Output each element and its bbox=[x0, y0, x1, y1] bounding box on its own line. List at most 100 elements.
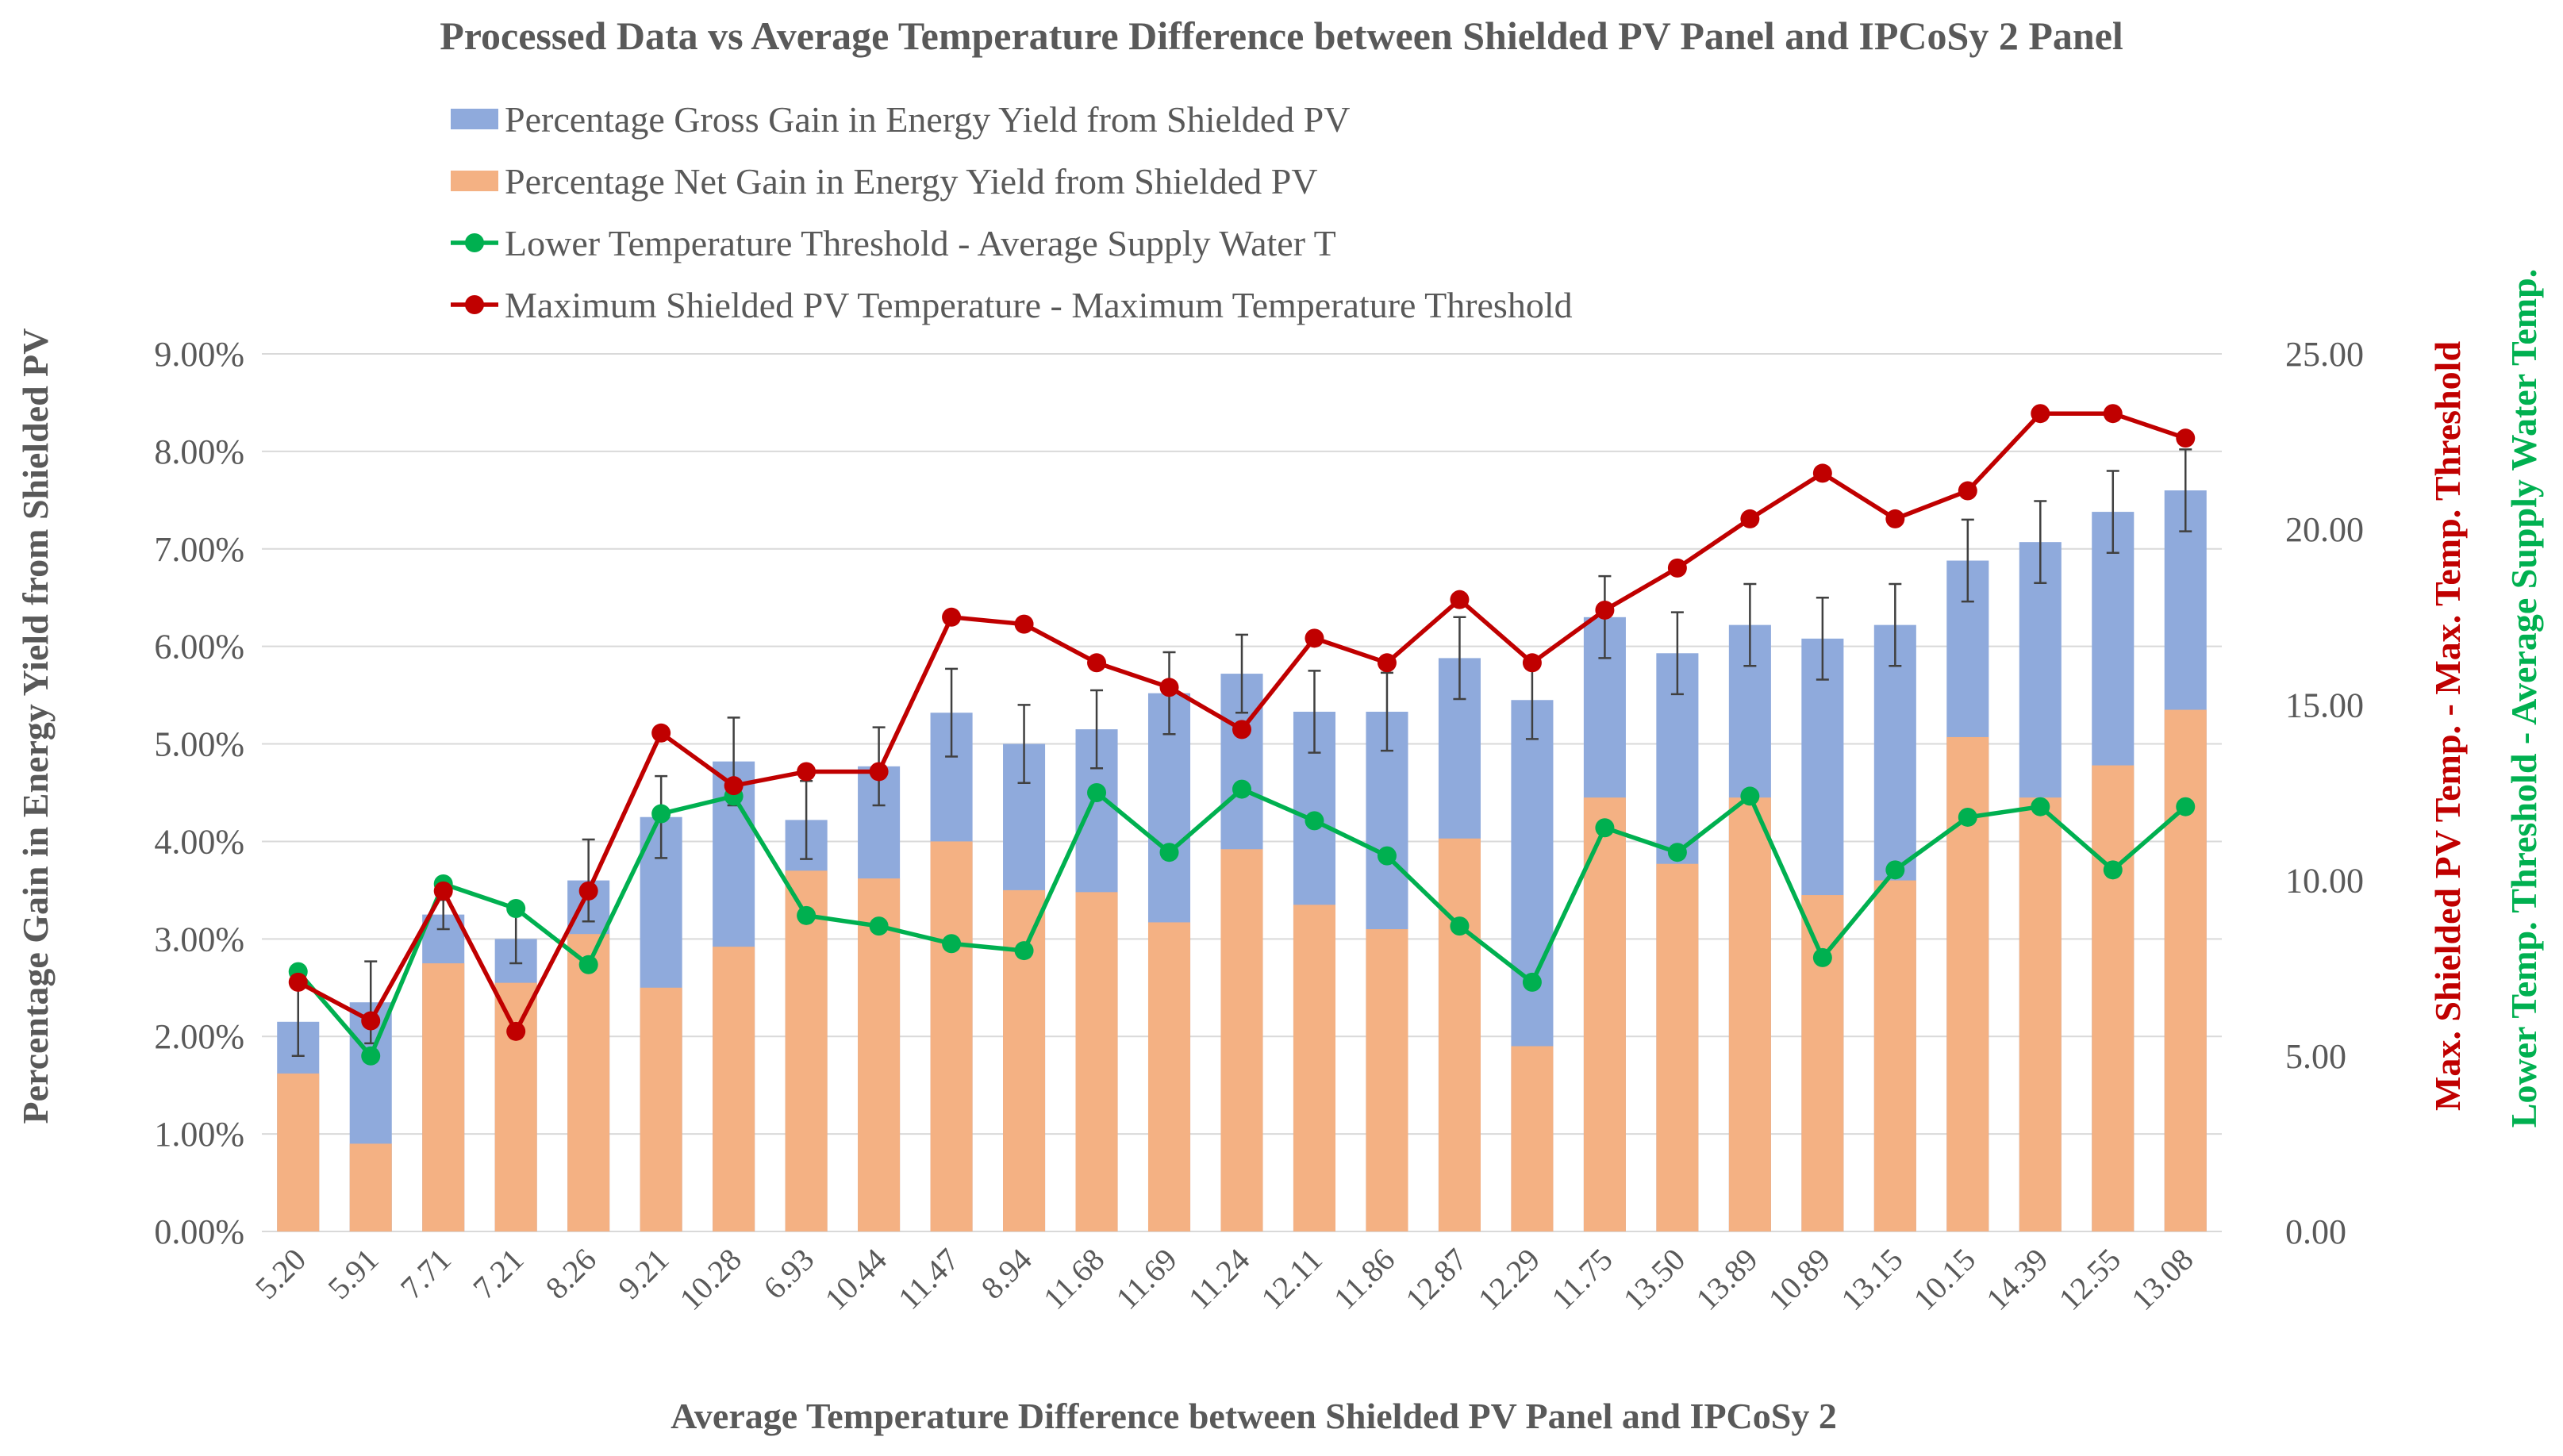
legend-marker bbox=[465, 295, 484, 314]
marker-green bbox=[2103, 860, 2123, 880]
x-tick: 11.69 bbox=[1109, 1242, 1183, 1316]
x-tick: 13.15 bbox=[1834, 1242, 1909, 1317]
marker-green bbox=[1377, 846, 1397, 866]
marker-green bbox=[361, 1046, 381, 1066]
bars bbox=[277, 490, 2207, 1231]
x-tick: 11.68 bbox=[1036, 1242, 1111, 1316]
bar-net bbox=[713, 947, 755, 1231]
marker-red bbox=[2103, 404, 2123, 424]
chart-title: Processed Data vs Average Temperature Di… bbox=[440, 13, 2123, 58]
y-tick-right: 15.00 bbox=[2285, 686, 2364, 724]
x-tick: 12.29 bbox=[1471, 1242, 1547, 1317]
bar-net bbox=[494, 982, 537, 1231]
x-tick: 8.94 bbox=[974, 1242, 1039, 1306]
marker-red bbox=[1958, 481, 1977, 501]
marker-green bbox=[1740, 786, 1760, 806]
x-tick: 11.75 bbox=[1544, 1242, 1619, 1316]
marker-red bbox=[869, 762, 889, 782]
marker-red bbox=[797, 762, 817, 782]
marker-green bbox=[1667, 843, 1687, 862]
marker-green bbox=[942, 934, 962, 954]
bar-net bbox=[1583, 797, 1626, 1231]
bar-net bbox=[2164, 709, 2207, 1231]
marker-red bbox=[651, 723, 671, 743]
marker-green bbox=[1885, 860, 1905, 880]
marker-red bbox=[1450, 590, 1470, 609]
bar-net bbox=[858, 878, 901, 1231]
marker-red bbox=[942, 607, 962, 627]
bar-net bbox=[422, 963, 465, 1231]
x-tick: 7.21 bbox=[466, 1242, 530, 1306]
bar-net bbox=[1511, 1046, 1554, 1231]
marker-green bbox=[869, 916, 889, 936]
bar-net bbox=[1075, 892, 1118, 1231]
marker-red bbox=[578, 881, 598, 901]
y-tick-left: 2.00% bbox=[154, 1017, 244, 1056]
marker-green bbox=[1014, 941, 1034, 961]
marker-red bbox=[1087, 653, 1107, 673]
marker-green bbox=[506, 898, 526, 918]
marker-red bbox=[433, 881, 453, 901]
x-tick: 10.15 bbox=[1907, 1242, 1982, 1317]
marker-red bbox=[1305, 628, 1324, 648]
bar-net bbox=[277, 1073, 320, 1231]
marker-red bbox=[1740, 509, 1760, 528]
y-tick-right: 5.00 bbox=[2285, 1037, 2346, 1076]
marker-green bbox=[1812, 947, 1832, 967]
bar-net bbox=[640, 987, 682, 1231]
marker-red bbox=[1885, 509, 1905, 528]
legend-label: Maximum Shielded PV Temperature - Maximu… bbox=[505, 285, 1573, 325]
marker-red bbox=[1377, 653, 1397, 673]
legend-swatch bbox=[451, 171, 498, 191]
marker-green bbox=[1522, 972, 1542, 992]
x-tick: 13.50 bbox=[1616, 1242, 1692, 1317]
x-tick: 6.93 bbox=[756, 1242, 820, 1306]
marker-red bbox=[1014, 614, 1034, 634]
marker-green bbox=[1595, 818, 1615, 838]
bar-net bbox=[567, 934, 610, 1231]
y-tick-left: 9.00% bbox=[154, 335, 244, 374]
bar-net bbox=[1801, 895, 1844, 1231]
marker-red bbox=[288, 972, 308, 992]
y-tick-left: 5.00% bbox=[154, 725, 244, 764]
marker-green bbox=[1232, 779, 1251, 799]
x-tick: 11.86 bbox=[1327, 1242, 1401, 1316]
y-tick-left: 4.00% bbox=[154, 822, 244, 861]
bar-net bbox=[1293, 905, 1336, 1231]
x-tick: 5.91 bbox=[321, 1242, 385, 1306]
marker-red bbox=[1812, 463, 1832, 483]
lines bbox=[288, 404, 2196, 1066]
x-tick: 13.89 bbox=[1689, 1242, 1764, 1317]
marker-green bbox=[2176, 797, 2196, 816]
x-tick: 12.87 bbox=[1398, 1242, 1474, 1317]
bar-net bbox=[1656, 863, 1699, 1231]
x-tick: 9.21 bbox=[611, 1242, 675, 1306]
marker-red bbox=[1667, 558, 1687, 578]
x-tick: 11.24 bbox=[1182, 1242, 1256, 1316]
bar-net bbox=[1366, 929, 1408, 1231]
marker-red bbox=[2031, 404, 2050, 424]
y-tick-left: 3.00% bbox=[154, 920, 244, 959]
legend-marker bbox=[465, 233, 484, 252]
y-tick-left: 1.00% bbox=[154, 1115, 244, 1154]
marker-green bbox=[797, 905, 817, 925]
marker-green bbox=[1087, 783, 1107, 802]
marker-red bbox=[1232, 720, 1251, 740]
legend-label: Percentage Net Gain in Energy Yield from… bbox=[505, 161, 1318, 202]
x-tick: 7.71 bbox=[394, 1242, 458, 1306]
y-axis-right-title-max: Max. Shielded PV Temp. - Max. Temp. Thre… bbox=[2427, 341, 2468, 1111]
marker-red bbox=[361, 1011, 381, 1031]
bar-net bbox=[2092, 765, 2135, 1231]
x-tick: 12.11 bbox=[1254, 1242, 1328, 1316]
marker-green bbox=[578, 955, 598, 974]
x-tick: 12.55 bbox=[2052, 1242, 2127, 1317]
bar-net bbox=[2019, 797, 2062, 1231]
bar-net bbox=[1873, 880, 1916, 1231]
bar-net bbox=[785, 870, 828, 1231]
x-tick: 11.47 bbox=[891, 1242, 966, 1316]
legend-swatch bbox=[451, 109, 498, 129]
bar-net bbox=[1147, 922, 1191, 1231]
y-tick-right: 10.00 bbox=[2285, 862, 2364, 901]
marker-red bbox=[1595, 600, 1615, 620]
